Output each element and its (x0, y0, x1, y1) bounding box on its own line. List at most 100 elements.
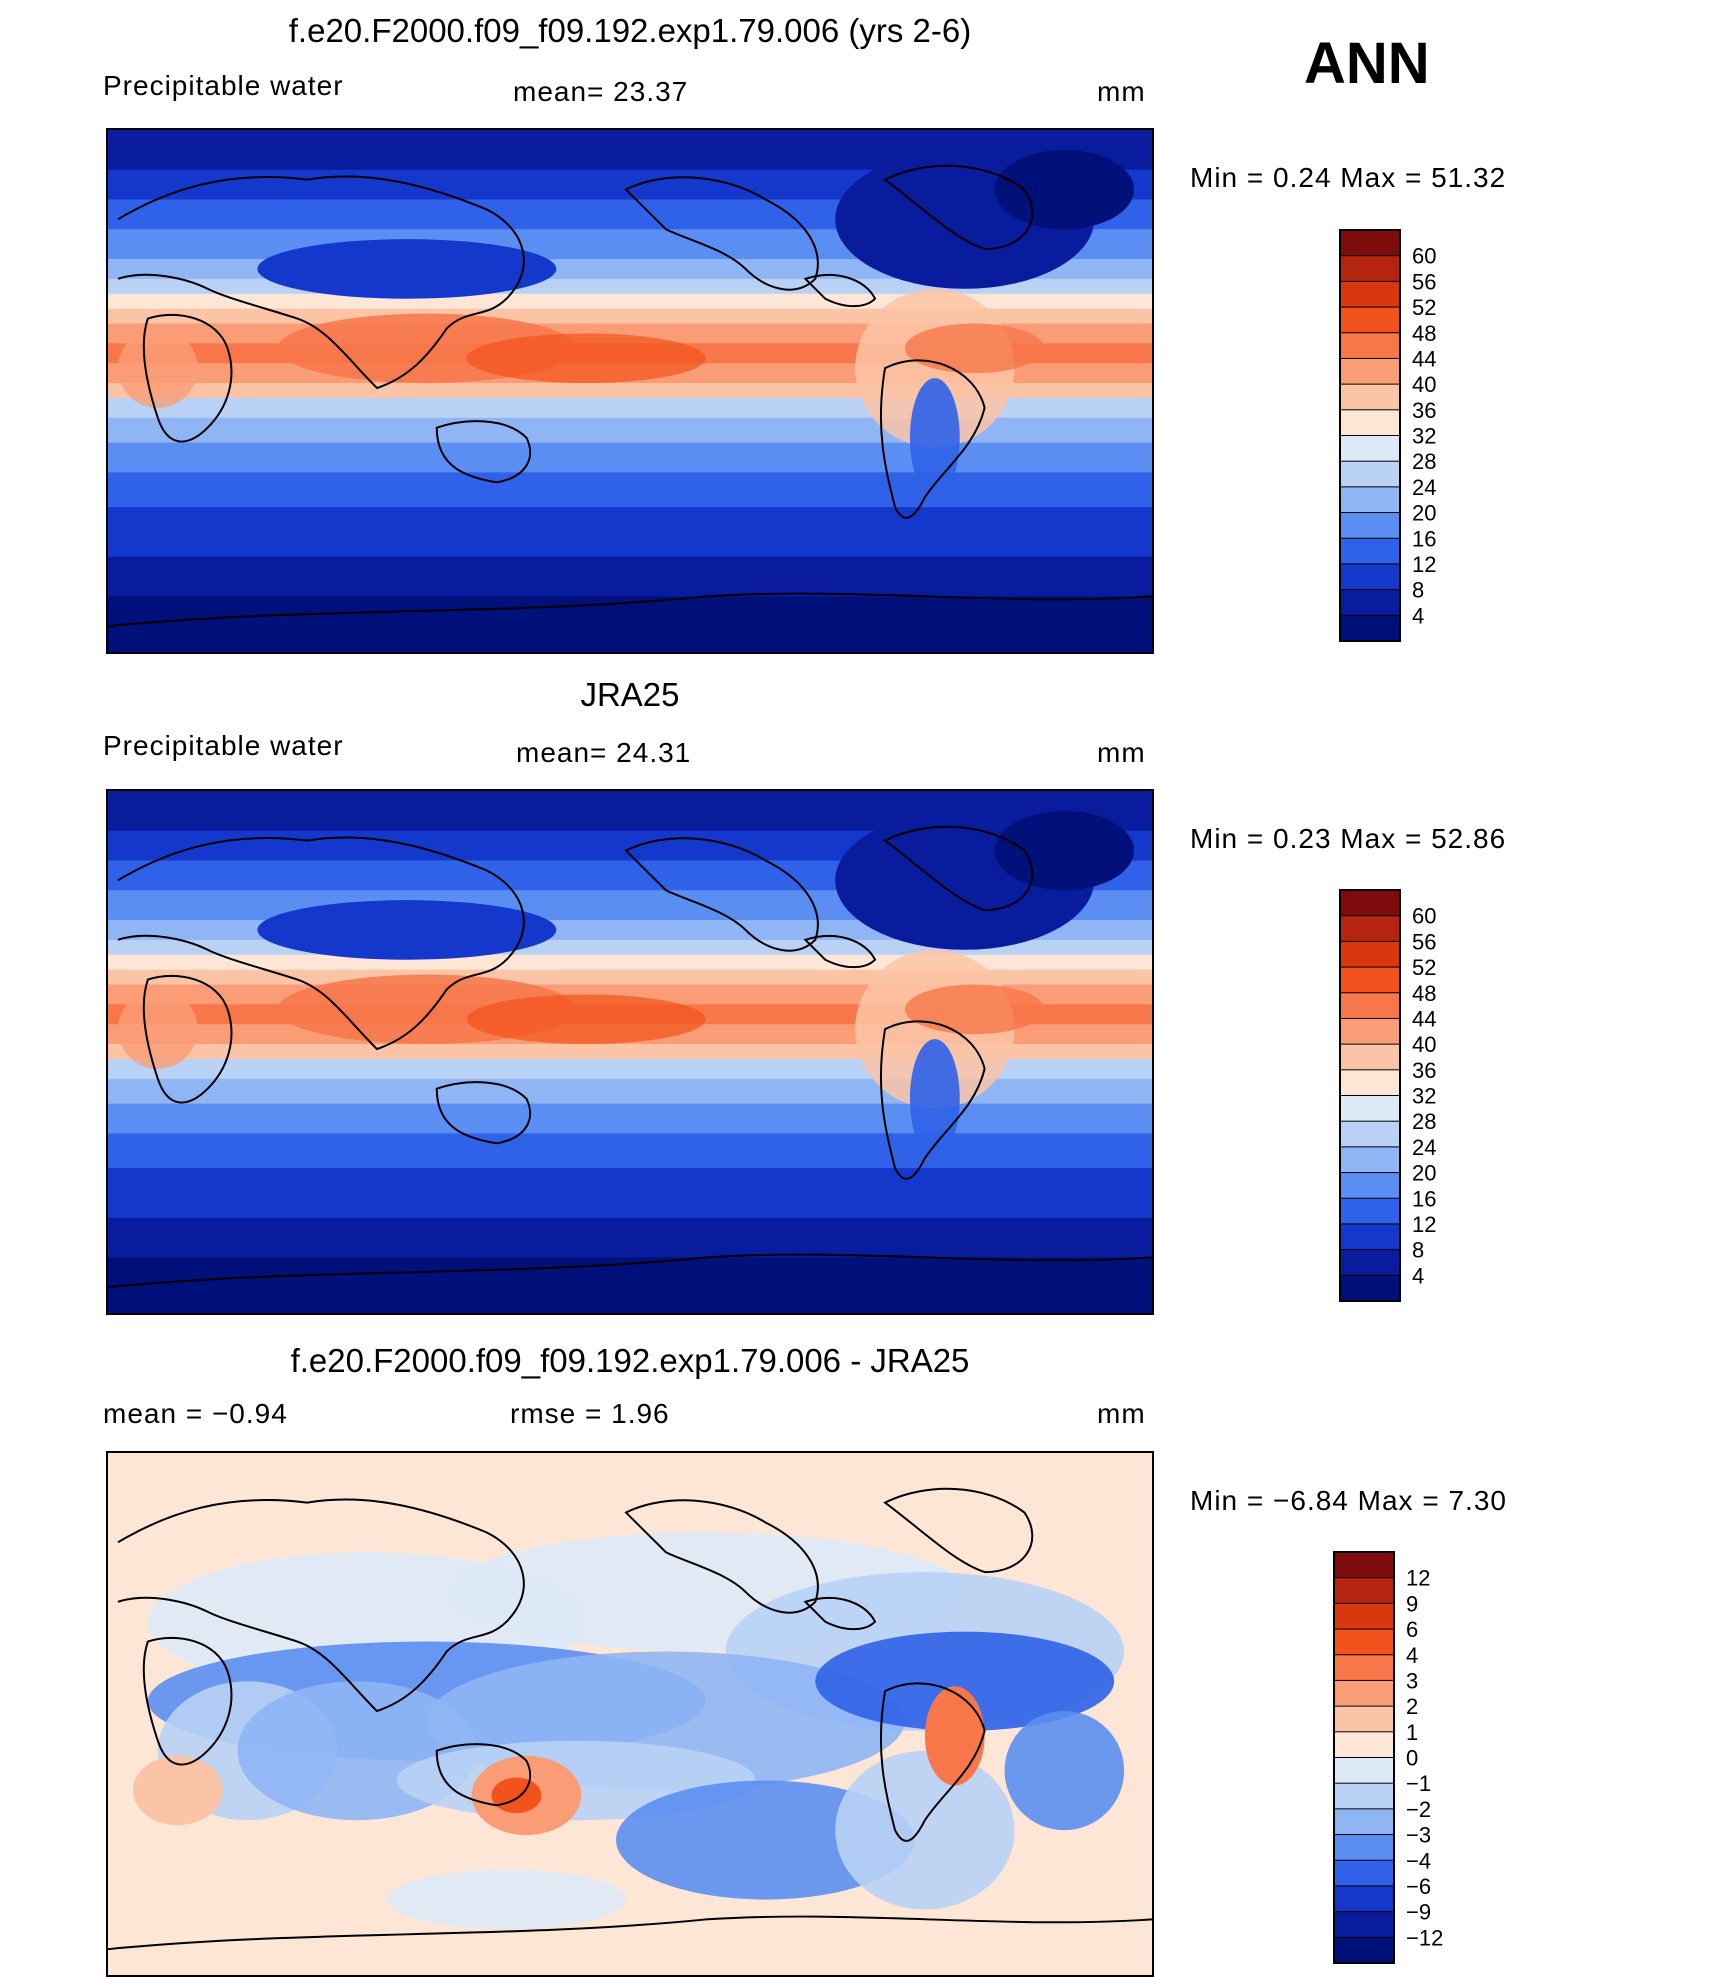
colorbar-tick-label: 2 (1406, 1694, 1418, 1719)
colorbar-swatch (1339, 1223, 1401, 1251)
colorbar-swatch (1339, 915, 1401, 943)
colorbar-tick-label: 1 (1406, 1720, 1418, 1745)
colorbar-tick-label: 4 (1412, 1263, 1424, 1288)
colorbar-tick-label: 56 (1412, 269, 1436, 294)
coastline (142, 1636, 233, 1766)
coastline (108, 592, 1152, 628)
colorbar-tick-label: 16 (1412, 1186, 1436, 1211)
coastline (435, 1081, 532, 1145)
coastline (624, 176, 819, 291)
colorbar-swatch (1333, 1577, 1395, 1605)
colorbar-tick-label: −1 (1406, 1771, 1431, 1796)
colorbar-swatch (1339, 940, 1401, 969)
colorbar-tick-label: 40 (1412, 1032, 1436, 1057)
coastline (624, 1499, 819, 1614)
colorbar-tick-label: 6 (1406, 1617, 1418, 1642)
colorbar-swatch (1333, 1936, 1395, 1964)
colorbar: 60 56 52 48 44 40 36 32 28 24 20 16 12 8 4 (1338, 228, 1468, 648)
colorbar-tick-label: 32 (1412, 1084, 1436, 1109)
coastline (803, 935, 877, 969)
colorbar-tick-label: 28 (1412, 449, 1436, 474)
coastline (883, 825, 1034, 912)
colorbar-tick-label: 56 (1412, 929, 1436, 954)
coastline (117, 836, 525, 1051)
colorbar-swatch (1339, 435, 1401, 463)
colorbar-swatch (1333, 1782, 1395, 1810)
minmax-label: Min = −6.84 Max = 7.30 (1190, 1485, 1507, 1516)
colorbar-swatch (1339, 280, 1401, 309)
coastline (117, 175, 525, 390)
variable-label: Precipitable water (103, 70, 344, 101)
colorbar-swatch (1339, 537, 1401, 565)
colorbar-tick-label: −4 (1406, 1848, 1431, 1873)
variable-label: Precipitable water (103, 730, 344, 761)
colorbar-tick-label: 20 (1412, 501, 1436, 526)
colorbar-swatch (1339, 332, 1401, 360)
colorbar: 12 9 6 4 3 2 1 0 −1 −2 −3 −4 −6 −9 −12 (1332, 1550, 1472, 1970)
colorbar-tick-label: 24 (1412, 1135, 1436, 1160)
colorbar-swatch (1339, 306, 1401, 334)
colorbar-tick-label: 8 (1412, 1238, 1424, 1263)
mean-label: mean= 23.37 (513, 76, 689, 107)
coastline (883, 164, 1034, 251)
season-label: ANN (1304, 31, 1430, 96)
coastline (117, 1498, 525, 1713)
colorbar-tick-label: 48 (1412, 321, 1436, 346)
colorbar-swatch (1339, 1249, 1401, 1277)
coastline (108, 1253, 1152, 1289)
coastline (883, 1487, 1034, 1574)
colorbar-swatch (1339, 460, 1401, 488)
colorbar-swatch (1339, 1197, 1401, 1225)
colorbar-tick-label: 60 (1412, 904, 1436, 929)
colorbar-tick-label: 36 (1412, 1058, 1436, 1083)
colorbar: 60 56 52 48 44 40 36 32 28 24 20 16 12 8 4 (1338, 888, 1468, 1308)
coastline (879, 359, 986, 519)
mean-label: mean = −0.94 (103, 1398, 288, 1429)
panel-title: f.e20.F2000.f09_f09.192.exp1.79.006 (yrs… (288, 12, 972, 49)
colorbar-tick-label: 9 (1406, 1591, 1418, 1616)
colorbar-tick-label: 36 (1412, 398, 1436, 423)
coastline (803, 1597, 877, 1631)
minmax-label: Min = 0.24 Max = 51.32 (1190, 162, 1507, 193)
colorbar-tick-label: 40 (1412, 372, 1436, 397)
colorbar-swatch (1339, 1146, 1401, 1174)
coastline (142, 974, 233, 1104)
colorbar-tick-label: 28 (1412, 1109, 1436, 1134)
colorbar-tick-label: 4 (1406, 1643, 1418, 1668)
map-panel (106, 128, 1154, 654)
map-panel (106, 1451, 1154, 1977)
minmax-label: Min = 0.23 Max = 52.86 (1190, 823, 1507, 854)
colorbar-tick-label: 0 (1406, 1746, 1418, 1771)
colorbar-swatch (1339, 1095, 1401, 1123)
colorbar-tick-label: 60 (1412, 244, 1436, 269)
colorbar-swatch (1333, 1731, 1395, 1759)
colorbar-tick-label: −3 (1406, 1823, 1431, 1848)
colorbar-tick-label: 12 (1412, 1212, 1436, 1237)
colorbar-tick-label: 44 (1412, 1006, 1436, 1031)
colorbar-swatch (1333, 1808, 1395, 1836)
colorbar-swatch (1333, 1551, 1395, 1579)
coastline (803, 274, 877, 308)
colorbar-swatch (1333, 1654, 1395, 1682)
colorbar-tick-label: −6 (1406, 1874, 1431, 1899)
coastline (108, 1915, 1152, 1951)
colorbar-swatch (1339, 614, 1401, 642)
units-label: mm (1097, 76, 1146, 107)
colorbar-tick-label: 20 (1412, 1161, 1436, 1186)
colorbar-tick-label: 12 (1406, 1566, 1430, 1591)
map-panel (106, 789, 1154, 1315)
colorbar-swatch (1339, 1274, 1401, 1302)
colorbar-swatch (1333, 1602, 1395, 1631)
colorbar-swatch (1339, 1120, 1401, 1148)
colorbar-swatch (1339, 255, 1401, 283)
colorbar-swatch (1339, 383, 1401, 411)
colorbar-swatch (1339, 1172, 1401, 1200)
colorbar-swatch (1339, 563, 1401, 591)
colorbar-tick-label: 3 (1406, 1668, 1418, 1693)
colorbar-swatch (1333, 1757, 1395, 1785)
units-label: mm (1097, 1398, 1146, 1429)
colorbar-swatch (1339, 486, 1401, 514)
colorbar-tick-label: −2 (1406, 1797, 1431, 1822)
colorbar-swatch (1339, 512, 1401, 540)
colorbar-tick-label: 16 (1412, 526, 1436, 551)
